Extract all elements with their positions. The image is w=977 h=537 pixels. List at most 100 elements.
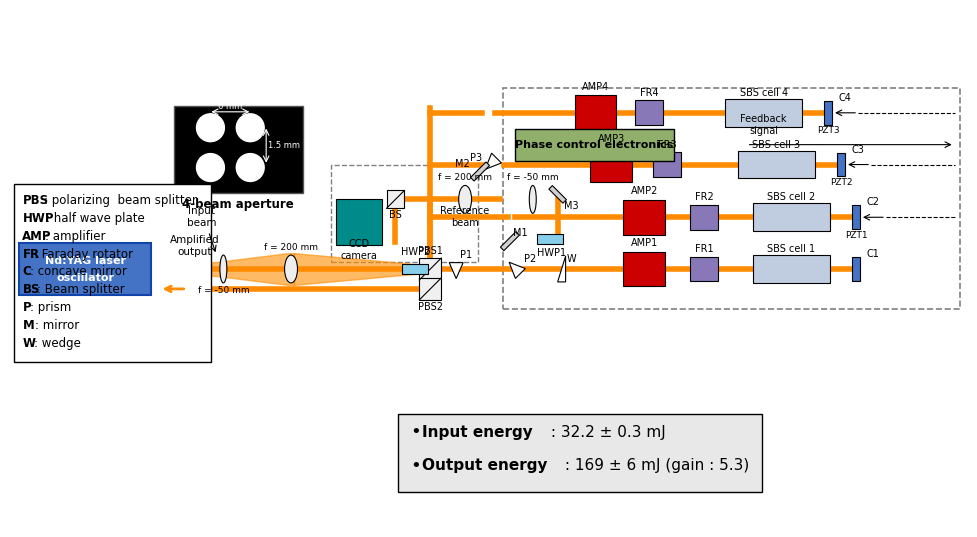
Text: AMP1: AMP1 bbox=[630, 238, 658, 248]
Bar bbox=[386, 191, 404, 208]
Text: : Beam splitter: : Beam splitter bbox=[37, 284, 125, 296]
Text: : Faraday rotator: : Faraday rotator bbox=[34, 248, 133, 260]
Bar bbox=[689, 205, 717, 230]
Circle shape bbox=[236, 114, 264, 142]
Text: C2: C2 bbox=[866, 197, 878, 207]
Bar bbox=[573, 96, 616, 130]
Text: Output energy: Output energy bbox=[422, 459, 547, 474]
Text: 4-beam aperture: 4-beam aperture bbox=[183, 198, 294, 211]
Bar bbox=[590, 147, 631, 182]
Text: W: W bbox=[22, 337, 35, 350]
Circle shape bbox=[196, 114, 224, 142]
Bar bbox=[403, 264, 428, 274]
Text: SBS cell 2: SBS cell 2 bbox=[767, 192, 815, 202]
Polygon shape bbox=[557, 256, 565, 282]
Text: AMP3: AMP3 bbox=[597, 134, 624, 144]
Circle shape bbox=[196, 154, 224, 182]
Text: 1.5 mm: 1.5 mm bbox=[268, 141, 300, 150]
Text: AMP4: AMP4 bbox=[581, 82, 609, 92]
Bar bbox=[174, 106, 303, 193]
Text: BS: BS bbox=[22, 284, 40, 296]
Text: P2: P2 bbox=[523, 254, 535, 264]
Text: M2: M2 bbox=[454, 158, 469, 169]
Text: f = 200 mm: f = 200 mm bbox=[438, 173, 491, 182]
Polygon shape bbox=[470, 162, 489, 181]
Bar bbox=[851, 257, 859, 281]
Text: C4: C4 bbox=[837, 93, 850, 103]
Bar bbox=[20, 243, 150, 295]
Text: : 32.2 ± 0.3 mJ: : 32.2 ± 0.3 mJ bbox=[545, 425, 664, 440]
Text: FR3: FR3 bbox=[658, 140, 676, 150]
Text: : polarizing  beam splitter: : polarizing beam splitter bbox=[44, 194, 197, 207]
Bar bbox=[330, 164, 478, 262]
Bar bbox=[536, 234, 562, 244]
Polygon shape bbox=[509, 262, 525, 278]
Text: Amplified
output: Amplified output bbox=[170, 235, 219, 257]
Bar bbox=[622, 252, 664, 286]
Text: HWP2: HWP2 bbox=[401, 247, 430, 257]
Text: SBS cell 1: SBS cell 1 bbox=[767, 244, 815, 254]
Text: M: M bbox=[22, 319, 34, 332]
Text: PZT1: PZT1 bbox=[844, 231, 867, 240]
Text: C: C bbox=[22, 265, 31, 279]
Polygon shape bbox=[448, 263, 463, 279]
Text: PBS: PBS bbox=[22, 194, 49, 207]
Bar bbox=[635, 100, 662, 125]
Text: 6 mm: 6 mm bbox=[218, 103, 242, 111]
Text: BS: BS bbox=[389, 211, 402, 220]
Text: •: • bbox=[410, 423, 421, 441]
Text: FR: FR bbox=[22, 248, 39, 260]
Text: : concave mirror: : concave mirror bbox=[30, 265, 127, 279]
Text: : wedge: : wedge bbox=[34, 337, 81, 350]
Text: Nd:YAG laser: Nd:YAG laser bbox=[45, 256, 125, 266]
Text: AMP: AMP bbox=[22, 230, 52, 243]
Ellipse shape bbox=[284, 255, 297, 283]
Ellipse shape bbox=[220, 255, 227, 283]
Polygon shape bbox=[500, 231, 519, 251]
Text: FR1: FR1 bbox=[694, 244, 712, 254]
Text: •: • bbox=[410, 457, 421, 475]
Polygon shape bbox=[485, 153, 501, 169]
Text: Input
beam: Input beam bbox=[187, 206, 216, 228]
Text: f = -50 mm: f = -50 mm bbox=[506, 173, 558, 182]
Text: PBS1: PBS1 bbox=[417, 246, 443, 256]
Text: Reference
beam: Reference beam bbox=[440, 206, 489, 228]
Bar bbox=[419, 278, 441, 300]
Ellipse shape bbox=[529, 185, 535, 213]
Text: P1: P1 bbox=[459, 250, 472, 260]
Bar bbox=[398, 414, 761, 492]
Bar bbox=[851, 205, 859, 229]
Bar bbox=[653, 152, 680, 177]
Polygon shape bbox=[548, 186, 566, 203]
Text: FR4: FR4 bbox=[639, 88, 658, 98]
Text: SBS cell 3: SBS cell 3 bbox=[751, 140, 800, 150]
Text: PZT2: PZT2 bbox=[829, 178, 852, 187]
Bar bbox=[419, 258, 441, 280]
Bar bbox=[836, 153, 844, 177]
Text: AMP2: AMP2 bbox=[630, 186, 658, 197]
Text: : mirror: : mirror bbox=[35, 319, 79, 332]
Text: M1: M1 bbox=[512, 228, 527, 238]
Ellipse shape bbox=[458, 185, 471, 213]
Circle shape bbox=[236, 154, 264, 182]
Text: : amplifier: : amplifier bbox=[45, 230, 106, 243]
Bar bbox=[724, 99, 801, 127]
Text: C3: C3 bbox=[850, 144, 863, 155]
Text: PBS2: PBS2 bbox=[417, 302, 443, 312]
Text: CCD
camera: CCD camera bbox=[340, 240, 377, 261]
Text: : half wave plate: : half wave plate bbox=[46, 212, 145, 225]
Bar bbox=[502, 88, 958, 309]
Text: SBS cell 4: SBS cell 4 bbox=[739, 88, 786, 98]
Text: : 169 ± 6 mJ (gain : 5.3): : 169 ± 6 mJ (gain : 5.3) bbox=[559, 459, 748, 474]
Bar bbox=[335, 199, 381, 245]
Bar bbox=[514, 129, 673, 161]
Text: FR2: FR2 bbox=[694, 192, 712, 202]
Text: P3: P3 bbox=[470, 153, 482, 163]
Text: HWP1: HWP1 bbox=[536, 248, 566, 258]
Bar bbox=[737, 150, 815, 178]
Text: HWP: HWP bbox=[22, 212, 54, 225]
Text: : prism: : prism bbox=[30, 301, 71, 314]
Text: Phase control electronics: Phase control electronics bbox=[515, 140, 673, 150]
Bar bbox=[689, 257, 717, 281]
Bar bbox=[752, 204, 829, 231]
